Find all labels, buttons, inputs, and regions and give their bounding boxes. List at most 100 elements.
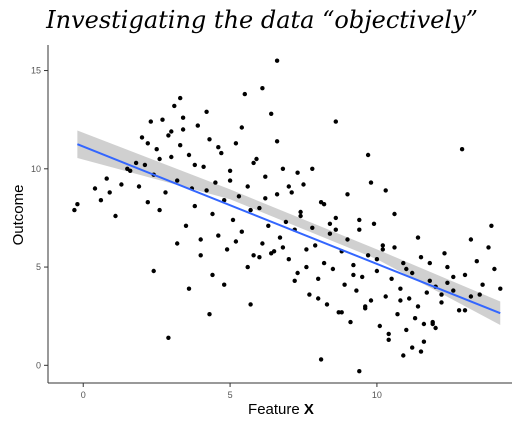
data-point — [254, 156, 259, 162]
data-point — [233, 239, 239, 244]
data-point — [160, 117, 165, 122]
data-point — [395, 312, 400, 317]
data-point — [192, 203, 197, 209]
data-point — [327, 221, 333, 226]
data-point — [178, 95, 183, 101]
x-tick-label: 0 — [81, 390, 86, 400]
data-point — [133, 160, 139, 166]
data-point — [192, 162, 197, 168]
data-point — [198, 237, 203, 242]
y-tick-label: 15 — [31, 66, 41, 76]
data-point — [430, 321, 435, 327]
data-point — [368, 180, 374, 185]
data-point — [136, 184, 142, 189]
data-point — [280, 245, 286, 250]
x-axis-title-main: Feature — [248, 401, 304, 418]
data-point — [219, 150, 224, 156]
data-point — [412, 316, 418, 321]
data-point — [445, 264, 450, 270]
data-point — [75, 202, 80, 207]
data-point — [345, 237, 350, 242]
data-point — [498, 286, 503, 291]
data-point — [169, 154, 174, 160]
data-point — [386, 331, 391, 337]
data-point — [157, 207, 162, 213]
data-point — [269, 111, 274, 117]
data-point — [178, 143, 183, 148]
data-point — [351, 272, 356, 278]
y-axis-title: Outcome — [10, 185, 27, 246]
data-point — [451, 288, 456, 293]
data-point — [421, 339, 427, 344]
data-point — [357, 369, 362, 374]
regression-line — [76, 143, 501, 315]
data-point — [227, 178, 233, 183]
data-point — [266, 223, 271, 228]
data-point — [242, 91, 247, 97]
data-point — [389, 276, 394, 281]
data-point — [339, 310, 344, 315]
data-point — [295, 170, 300, 175]
data-point — [210, 211, 215, 217]
data-point — [421, 321, 427, 327]
data-point — [459, 147, 465, 152]
data-point — [280, 166, 286, 171]
data-point — [186, 152, 192, 158]
data-point — [354, 288, 359, 293]
data-point — [198, 253, 203, 258]
data-point — [415, 235, 421, 240]
data-point — [175, 178, 180, 183]
x-axis-title: Feature X — [248, 401, 314, 418]
chart-title: Investigating the data “objectively” — [45, 6, 478, 34]
data-point — [377, 323, 382, 329]
data-point — [201, 164, 206, 169]
data-point — [324, 302, 330, 307]
data-point — [145, 141, 150, 146]
data-point — [216, 145, 221, 150]
data-point — [148, 119, 153, 124]
data-point — [298, 209, 303, 215]
data-point — [368, 298, 374, 303]
data-point — [257, 255, 262, 260]
data-point — [204, 109, 209, 115]
data-point — [392, 245, 397, 250]
data-point — [401, 260, 406, 266]
data-point — [145, 200, 150, 205]
data-point — [357, 217, 362, 223]
data-point — [489, 223, 494, 228]
data-point — [445, 280, 450, 285]
data-point — [439, 292, 444, 297]
data-point — [401, 353, 406, 358]
confidence-band — [77, 130, 501, 326]
data-point — [374, 268, 380, 274]
axes — [47, 45, 512, 384]
data-point — [222, 198, 227, 203]
data-point — [210, 272, 215, 278]
data-point — [263, 196, 268, 201]
data-point — [360, 274, 365, 280]
data-point — [398, 298, 403, 303]
data-point — [207, 312, 212, 317]
data-point — [468, 294, 474, 299]
data-point — [119, 182, 124, 187]
data-point — [380, 247, 385, 252]
data-point — [286, 257, 291, 262]
data-point — [251, 160, 256, 166]
data-point — [418, 255, 424, 260]
data-point — [316, 296, 321, 301]
data-point — [398, 286, 403, 291]
data-point — [462, 308, 468, 313]
data-point — [407, 296, 412, 301]
data-point — [166, 335, 171, 340]
data-point — [274, 139, 280, 144]
data-point — [169, 129, 174, 134]
data-point — [180, 127, 186, 132]
data-point — [404, 266, 409, 272]
data-point — [333, 227, 338, 232]
data-point — [183, 223, 189, 228]
y-tick-label: 0 — [36, 360, 41, 370]
data-point — [383, 188, 388, 193]
data-point — [374, 257, 380, 262]
data-point — [410, 270, 415, 276]
